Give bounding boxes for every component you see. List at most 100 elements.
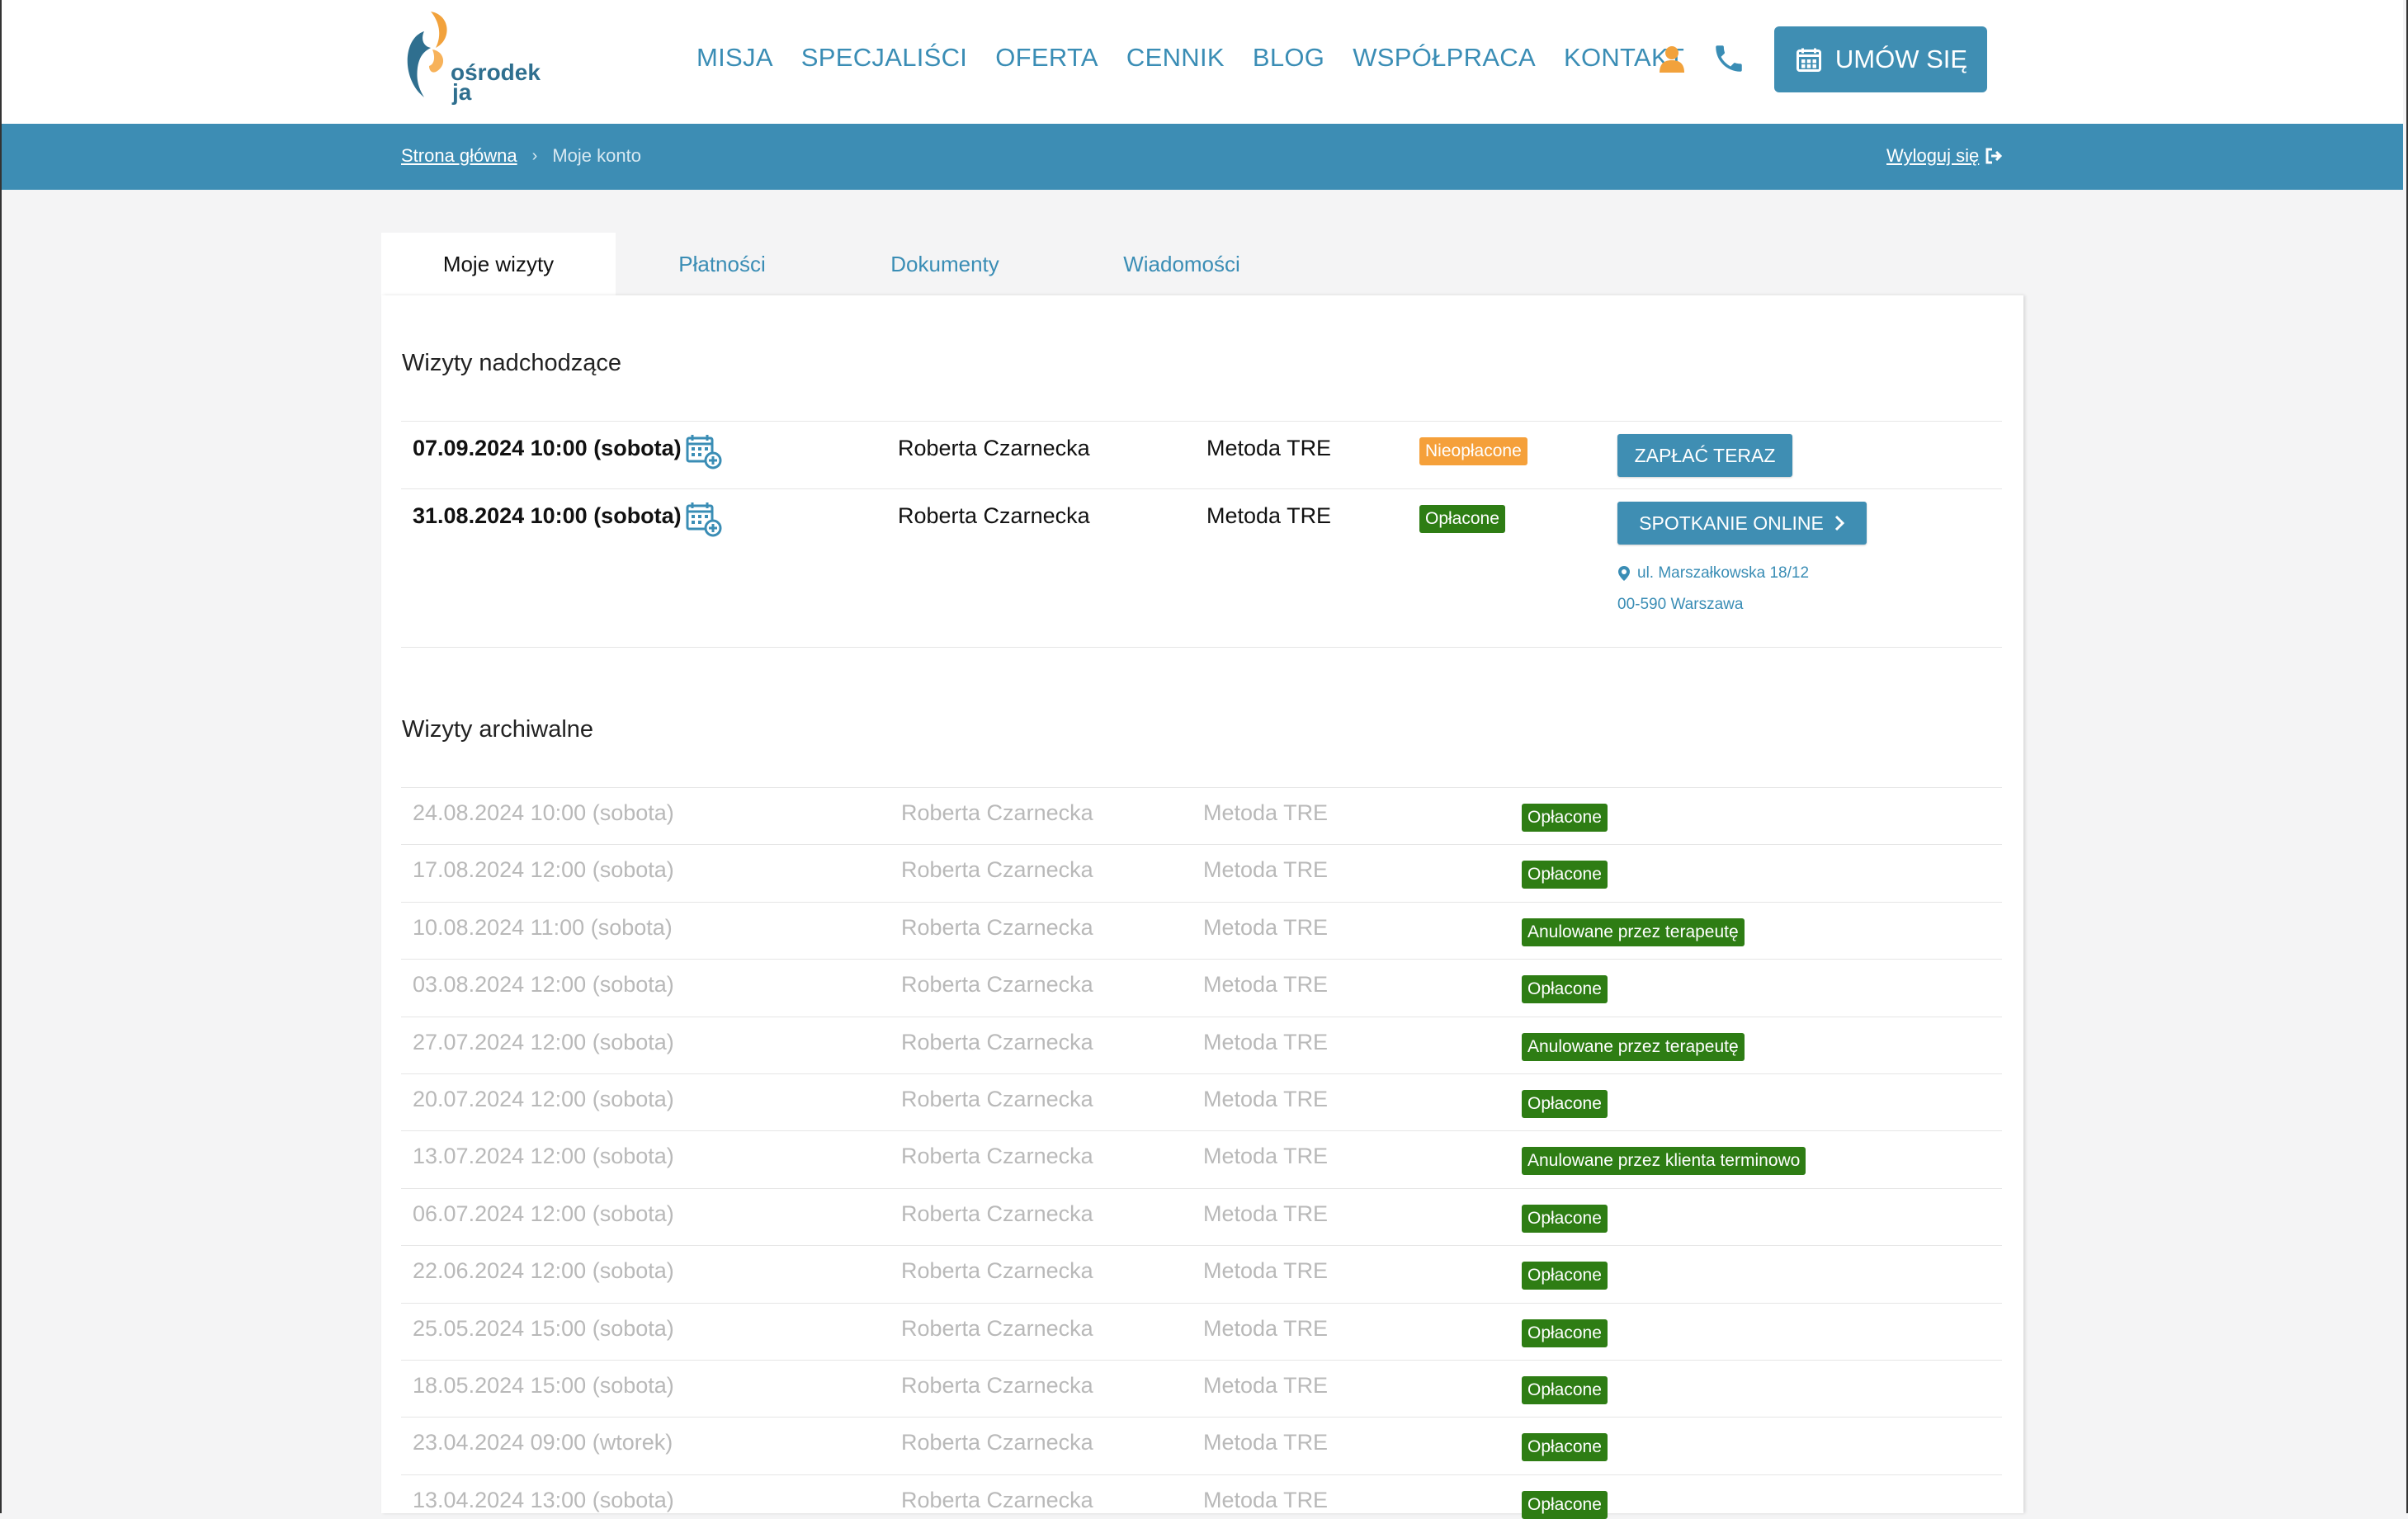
- archive-service: Metoda TRE: [1203, 915, 1329, 940]
- archive-date: 06.07.2024 12:00 (sobota): [413, 1201, 674, 1226]
- visits-panel: [381, 295, 2023, 1513]
- phone-icon[interactable]: [1712, 41, 1746, 76]
- archive-service: Metoda TRE: [1203, 1373, 1329, 1398]
- nav-cennik[interactable]: CENNIK: [1126, 43, 1225, 72]
- archive-therapist: Roberta Czarnecka: [901, 915, 1093, 940]
- archive-date: 20.07.2024 12:00 (sobota): [413, 1087, 674, 1111]
- upcoming-service: Metoda TRE: [1206, 436, 1332, 460]
- breadcrumb-band: [2, 124, 2403, 190]
- online-meeting-label: SPOTKANIE ONLINE: [1639, 512, 1824, 534]
- map-pin-icon: [1618, 566, 1630, 581]
- archive-date: 22.06.2024 12:00 (sobota): [413, 1258, 674, 1283]
- user-icon[interactable]: [1657, 45, 1687, 74]
- status-badge: Opłacone: [1522, 861, 1608, 889]
- logo[interactable]: [399, 10, 548, 109]
- breadcrumb-home-link[interactable]: Strona główna: [401, 145, 517, 166]
- archive-therapist: Roberta Czarnecka: [901, 857, 1093, 882]
- archive-therapist: Roberta Czarnecka: [901, 1030, 1093, 1054]
- online-meeting-button[interactable]: SPOTKANIE ONLINE: [1617, 502, 1867, 545]
- divider: [401, 902, 2002, 903]
- archive-date: 03.08.2024 12:00 (sobota): [413, 972, 674, 997]
- nav-oferta[interactable]: OFERTA: [995, 43, 1098, 72]
- logout-link[interactable]: Wyloguj się: [1886, 145, 2004, 167]
- breadcrumb: Strona główna › Moje konto: [401, 145, 641, 167]
- nav-specjalisci[interactable]: SPECJALIŚCI: [800, 43, 968, 72]
- address-line[interactable]: ul. Marszałkowska 18/12: [1617, 564, 1809, 583]
- archive-service: Metoda TRE: [1203, 1030, 1329, 1054]
- status-badge-paid: Opłacone: [1419, 505, 1505, 533]
- upcoming-date: 07.09.2024 10:00 (sobota): [413, 436, 682, 460]
- main-nav: MISJA SPECJALIŚCI OFERTA CENNIK BLOG WSP…: [696, 43, 1684, 73]
- window-frame-left: [0, 0, 2, 1513]
- pay-now-button[interactable]: ZAPŁAĆ TERAZ: [1617, 434, 1792, 477]
- archive-service: Metoda TRE: [1203, 1201, 1329, 1226]
- archive-service: Metoda TRE: [1203, 1488, 1329, 1512]
- breadcrumb-separator: ›: [531, 146, 538, 165]
- divider: [401, 1303, 2002, 1304]
- divider: [401, 1073, 2002, 1074]
- tab-platnosci[interactable]: Płatności: [678, 251, 766, 276]
- archive-date: 18.05.2024 15:00 (sobota): [413, 1373, 674, 1398]
- archive-date: 10.08.2024 11:00 (sobota): [413, 915, 673, 940]
- archive-service: Metoda TRE: [1203, 800, 1329, 825]
- archive-date: 13.07.2024 12:00 (sobota): [413, 1144, 674, 1168]
- archive-service: Metoda TRE: [1203, 1430, 1329, 1455]
- archive-therapist: Roberta Czarnecka: [901, 1201, 1093, 1226]
- archive-therapist: Roberta Czarnecka: [901, 1430, 1093, 1455]
- book-appointment-label: UMÓW SIĘ: [1834, 45, 1968, 73]
- archive-therapist: Roberta Czarnecka: [901, 972, 1093, 997]
- divider: [401, 1474, 2002, 1475]
- nav-wspolpraca[interactable]: WSPÓŁPRACA: [1353, 43, 1536, 72]
- status-badge: Opłacone: [1522, 1491, 1608, 1519]
- logout-label: Wyloguj się: [1886, 145, 1980, 166]
- status-badge: Opłacone: [1522, 1090, 1608, 1118]
- tab-wiadomosci[interactable]: Wiadomości: [1123, 251, 1240, 276]
- chevron-right-icon: [1834, 515, 1844, 531]
- status-badge: Opłacone: [1522, 1262, 1608, 1290]
- book-appointment-button[interactable]: UMÓW SIĘ: [1774, 26, 1987, 92]
- status-badge: Opłacone: [1522, 1205, 1608, 1233]
- logo-mark-icon: [407, 12, 447, 97]
- site-header: [2, 0, 2403, 124]
- status-badge: Anulowane przez klienta terminowo: [1522, 1147, 1806, 1175]
- status-badge: Opłacone: [1522, 804, 1608, 832]
- archive-therapist: Roberta Czarnecka: [901, 1087, 1093, 1111]
- archive-date: 13.04.2024 13:00 (sobota): [413, 1488, 674, 1512]
- archive-therapist: Roberta Czarnecka: [901, 800, 1093, 825]
- divider: [401, 1417, 2002, 1418]
- archive-date: 25.05.2024 15:00 (sobota): [413, 1316, 674, 1341]
- divider: [401, 647, 2002, 648]
- address-city[interactable]: 00-590 Warszawa: [1617, 596, 1744, 613]
- status-badge-unpaid: Nieopłacone: [1419, 437, 1527, 465]
- upcoming-date: 31.08.2024 10:00 (sobota): [413, 503, 682, 528]
- add-to-calendar-icon[interactable]: [685, 500, 723, 538]
- calendar-icon: [1796, 48, 1821, 72]
- archive-service: Metoda TRE: [1203, 1258, 1329, 1283]
- archive-therapist: Roberta Czarnecka: [901, 1488, 1093, 1512]
- status-badge: Opłacone: [1522, 975, 1608, 1003]
- archive-service: Metoda TRE: [1203, 1316, 1329, 1341]
- archive-date: 24.08.2024 10:00 (sobota): [413, 800, 674, 825]
- tab-moje-wizyty[interactable]: Moje wizyty: [381, 233, 616, 295]
- nav-blog[interactable]: BLOG: [1252, 43, 1325, 72]
- divider: [401, 787, 2002, 788]
- archive-date: 27.07.2024 12:00 (sobota): [413, 1030, 674, 1054]
- archive-date: 23.04.2024 09:00 (wtorek): [413, 1430, 673, 1455]
- breadcrumb-current: Moje konto: [552, 145, 641, 166]
- divider: [401, 421, 2002, 422]
- archive-title: Wizyty archiwalne: [402, 716, 594, 743]
- logout-icon: [1985, 148, 2003, 164]
- archive-therapist: Roberta Czarnecka: [901, 1373, 1093, 1398]
- archive-therapist: Roberta Czarnecka: [901, 1316, 1093, 1341]
- archive-therapist: Roberta Czarnecka: [901, 1258, 1093, 1283]
- divider: [401, 1360, 2002, 1361]
- divider: [401, 844, 2002, 845]
- logo-text: ośrodek: [451, 59, 541, 85]
- divider: [401, 1130, 2002, 1131]
- add-to-calendar-icon[interactable]: [685, 432, 723, 470]
- archive-service: Metoda TRE: [1203, 972, 1329, 997]
- tab-dokumenty[interactable]: Dokumenty: [890, 251, 999, 276]
- divider: [401, 1188, 2002, 1189]
- divider: [401, 488, 2002, 489]
- nav-misja[interactable]: MISJA: [696, 43, 773, 72]
